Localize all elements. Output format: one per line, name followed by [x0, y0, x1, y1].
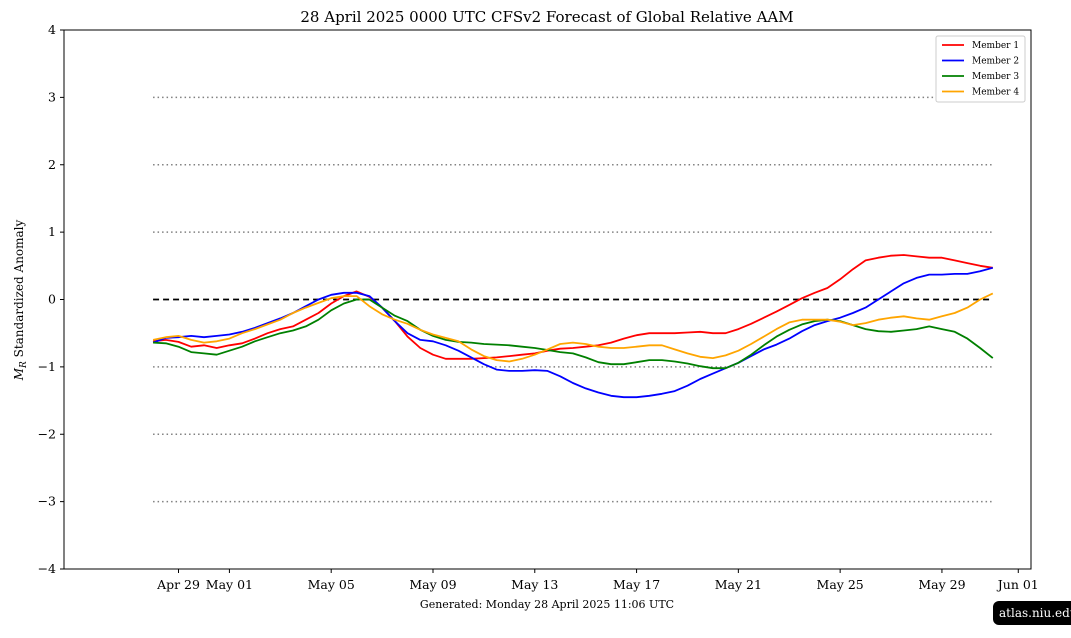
series-lines: [152, 254, 994, 399]
y-tick-label: 2: [48, 157, 56, 172]
legend-label-member-2: Member 2: [972, 57, 1019, 67]
x-tick-label: May 01: [206, 577, 253, 592]
y-tick-label: 3: [48, 89, 56, 104]
generated-footer: Generated: Monday 28 April 2025 11:06 UT…: [420, 598, 674, 611]
chart-title: 28 April 2025 0000 UTC CFSv2 Forecast of…: [300, 8, 793, 26]
legend-label-member-3: Member 3: [972, 72, 1019, 82]
x-tick-label: Apr 29: [156, 577, 200, 592]
legend-label-member-4: Member 4: [972, 88, 1019, 98]
x-tick-label: Jun 01: [996, 577, 1039, 592]
y-axis-label-subscript: R: [19, 361, 29, 369]
series-line-member-2: [152, 266, 994, 399]
series-line-member-1: [153, 254, 993, 360]
legend: Member 1 Member 2 Member 3 Member 4: [935, 35, 1026, 103]
x-tick-label: May 17: [613, 577, 660, 592]
x-tick-label: May 05: [308, 577, 355, 592]
y-tick-label: −4: [38, 561, 56, 576]
atlas-watermark: atlas.niu.edu: [993, 601, 1071, 625]
y-tick-label: 1: [48, 224, 56, 239]
y-axis-label-text: Standardized Anomaly: [12, 219, 26, 361]
y-axis-label-symbol: M: [12, 367, 26, 381]
legend-label-member-1: Member 1: [972, 41, 1019, 51]
reference-lines: [153, 96, 993, 503]
x-tick-label: May 09: [409, 577, 456, 592]
x-axis: Apr 29 May 01 May 05 May 09 May 13 May 17 May …: [156, 569, 1039, 592]
y-tick-label: −1: [38, 359, 56, 374]
legend-box: [935, 35, 1026, 103]
series-line-member-3: [153, 298, 994, 370]
series-line-member-4: [152, 292, 994, 363]
y-tick-label: −2: [38, 426, 56, 441]
y-axis-label: MR Standardized Anomaly: [12, 219, 29, 381]
x-tick-label: May 25: [817, 577, 864, 592]
x-tick-label: May 13: [511, 577, 558, 592]
x-tick-label: May 21: [715, 577, 762, 592]
y-tick-label: 0: [48, 292, 56, 307]
y-tick-label: −3: [38, 494, 56, 509]
x-tick-label: May 29: [918, 577, 965, 592]
y-tick-label: 4: [48, 22, 56, 37]
y-axis: 4 3 2 1 0 −1 −2 −3 −4: [38, 22, 64, 576]
